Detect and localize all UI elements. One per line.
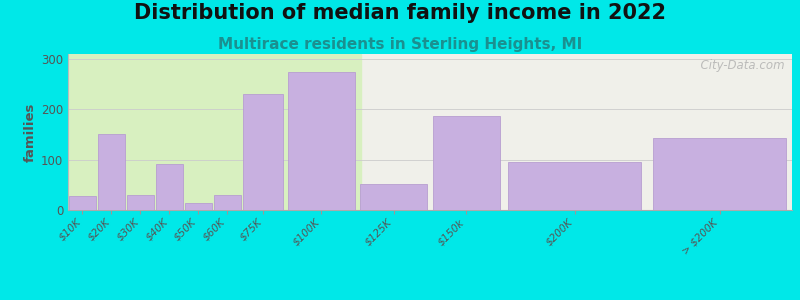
Bar	[508, 162, 642, 210]
Bar	[361, 184, 427, 210]
Bar	[433, 116, 499, 210]
Bar	[243, 94, 283, 210]
Bar	[69, 196, 96, 210]
Text: Multirace residents in Sterling Heights, MI: Multirace residents in Sterling Heights,…	[218, 38, 582, 52]
Bar	[127, 195, 154, 210]
Bar	[185, 203, 212, 210]
Bar	[156, 164, 182, 210]
Y-axis label: families: families	[24, 102, 37, 162]
Bar	[288, 72, 354, 210]
Bar	[653, 138, 786, 210]
Text: Distribution of median family income in 2022: Distribution of median family income in …	[134, 3, 666, 23]
Bar	[98, 134, 125, 210]
Text: City-Data.com: City-Data.com	[693, 59, 785, 72]
Bar	[214, 195, 241, 210]
Bar	[68, 54, 362, 210]
